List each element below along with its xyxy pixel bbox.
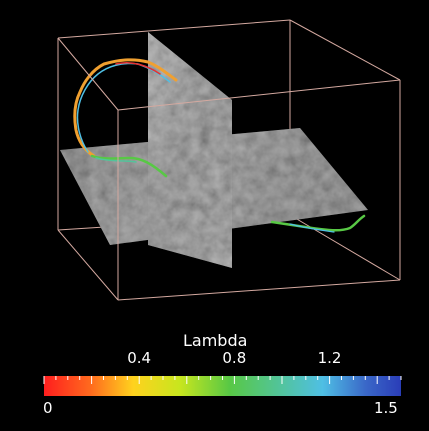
fiber-tract-upper-loop-3 bbox=[115, 62, 161, 75]
fiber-tract-mid-2 bbox=[95, 157, 137, 163]
colorbar-gradient bbox=[44, 376, 401, 396]
fiber-tract-upper-loop bbox=[73, 58, 178, 158]
bounding-box-back bbox=[57, 19, 401, 281]
fiber-tract-right-2 bbox=[289, 223, 335, 233]
colorbar-title: Lambda bbox=[183, 331, 248, 350]
vertical-slice bbox=[148, 32, 232, 268]
fiber-tract-mid bbox=[90, 154, 168, 178]
fiber-tracts bbox=[73, 58, 366, 233]
colorbar bbox=[43, 376, 402, 396]
colorbar-tick-label: 0.4 bbox=[127, 349, 152, 367]
colorbar-tick-label: 0.8 bbox=[222, 349, 247, 367]
colorbar-min-label: 0 bbox=[43, 399, 53, 417]
colorbar-tick-label: 1.2 bbox=[317, 349, 342, 367]
colorbar-ticks bbox=[43, 376, 402, 384]
bounding-box-front bbox=[57, 37, 401, 301]
colorbar-max-label: 1.5 bbox=[374, 399, 398, 417]
